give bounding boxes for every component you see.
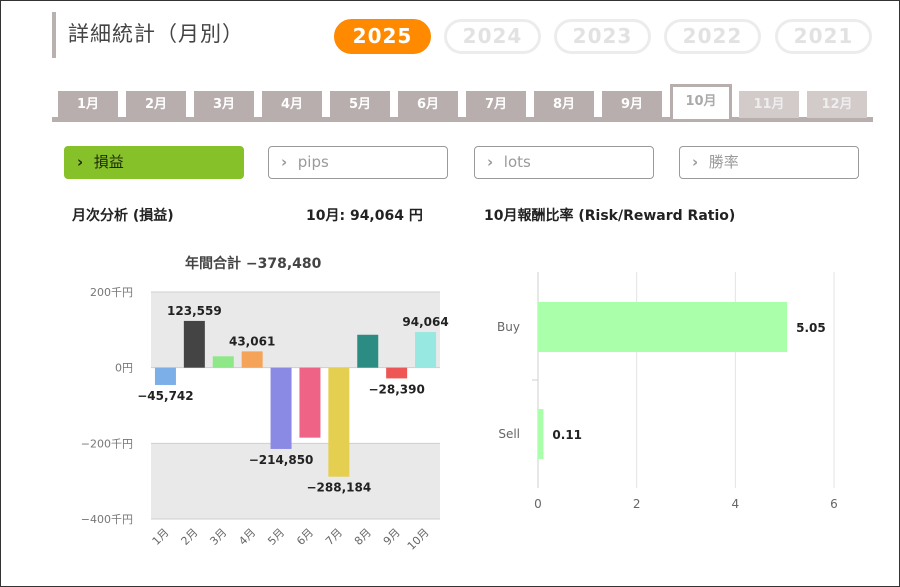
bar-5 <box>270 367 292 449</box>
current-month-value: 10月: 94,064 円 <box>306 208 423 224</box>
bar-data-label: 43,061 <box>229 334 275 348</box>
y-tick-label: −200千円 <box>81 437 133 450</box>
bar-data-label: −214,850 <box>249 453 314 467</box>
x-tick-label: 6 <box>830 497 838 511</box>
y-tick-label: 200千円 <box>90 286 133 299</box>
filter-label: 勝率 <box>708 153 739 171</box>
monthly-analysis-label: 月次分析 (損益) <box>72 208 174 224</box>
annual-total-label: 年間合計 −378,480 <box>185 256 322 272</box>
tab-month-6[interactable]: 6月 <box>398 91 458 118</box>
tab-month-7[interactable]: 7月 <box>466 91 526 118</box>
bar-9 <box>386 367 408 379</box>
x-tick-label: 4 <box>732 497 740 511</box>
bar-data-label: −45,742 <box>137 389 193 403</box>
chevron-right-icon: › <box>692 153 699 171</box>
bar-2 <box>183 320 205 368</box>
filter-button-profit[interactable]: › 損益 <box>64 146 244 179</box>
bar-4 <box>241 351 263 368</box>
rr-data-label: 0.11 <box>552 428 582 442</box>
bar-data-label: −28,390 <box>368 382 424 396</box>
filter-button-pips[interactable]: › pips <box>268 146 448 179</box>
tab-month-1[interactable]: 1月 <box>58 91 118 118</box>
filter-button-lots[interactable]: › lots <box>474 146 654 179</box>
rr-bar-buy <box>538 302 788 352</box>
plot-band <box>151 443 440 519</box>
y-tick-label: Sell <box>498 427 520 441</box>
y-tick-label: −400千円 <box>81 513 133 526</box>
bar-6 <box>299 367 321 438</box>
rr-data-label: 5.05 <box>796 321 826 335</box>
bar-data-label: 94,064 <box>402 315 448 329</box>
filter-label: lots <box>503 153 531 171</box>
tab-month-12[interactable]: 12月 <box>807 91 867 118</box>
x-tick-label: 0 <box>534 497 542 511</box>
tab-month-5[interactable]: 5月 <box>330 91 390 118</box>
rr-chart-title: 10月報酬比率 (Risk/Reward Ratio) <box>484 208 736 224</box>
year-button-2025[interactable]: 2025 <box>334 19 431 54</box>
filter-label: 損益 <box>93 153 124 171</box>
tab-month-11[interactable]: 11月 <box>739 91 799 118</box>
page-title: 詳細統計（月別） <box>52 12 244 58</box>
bar-8 <box>357 334 379 368</box>
bar-1 <box>154 367 176 385</box>
chevron-right-icon: › <box>487 153 494 171</box>
year-button-2024[interactable]: 2024 <box>444 19 541 54</box>
tab-month-8[interactable]: 8月 <box>534 91 594 118</box>
tab-month-9[interactable]: 9月 <box>602 91 662 118</box>
bar-7 <box>328 367 350 477</box>
bar-10 <box>415 332 437 368</box>
filter-button-winrate[interactable]: › 勝率 <box>679 146 859 179</box>
year-button-2023[interactable]: 2023 <box>554 19 651 54</box>
rr-bar-sell <box>538 409 544 459</box>
month-tab-bar <box>52 117 873 122</box>
chevron-right-icon: › <box>77 153 84 171</box>
tab-month-4[interactable]: 4月 <box>262 91 322 118</box>
year-button-2022[interactable]: 2022 <box>664 19 761 54</box>
plot-band <box>151 367 440 444</box>
chevron-right-icon: › <box>281 153 288 171</box>
x-tick-label: 2 <box>633 497 641 511</box>
bar-data-label: −288,184 <box>306 481 371 495</box>
y-tick-label: 0円 <box>115 362 133 375</box>
tab-month-10[interactable]: 10月 <box>670 84 732 119</box>
bar-3 <box>212 356 234 368</box>
y-tick-label: Buy <box>497 320 520 334</box>
tab-month-3[interactable]: 3月 <box>194 91 254 118</box>
bar-data-label: 123,559 <box>167 304 222 318</box>
filter-label: pips <box>297 153 329 171</box>
tab-month-2[interactable]: 2月 <box>126 91 186 118</box>
year-button-2021[interactable]: 2021 <box>775 19 872 54</box>
